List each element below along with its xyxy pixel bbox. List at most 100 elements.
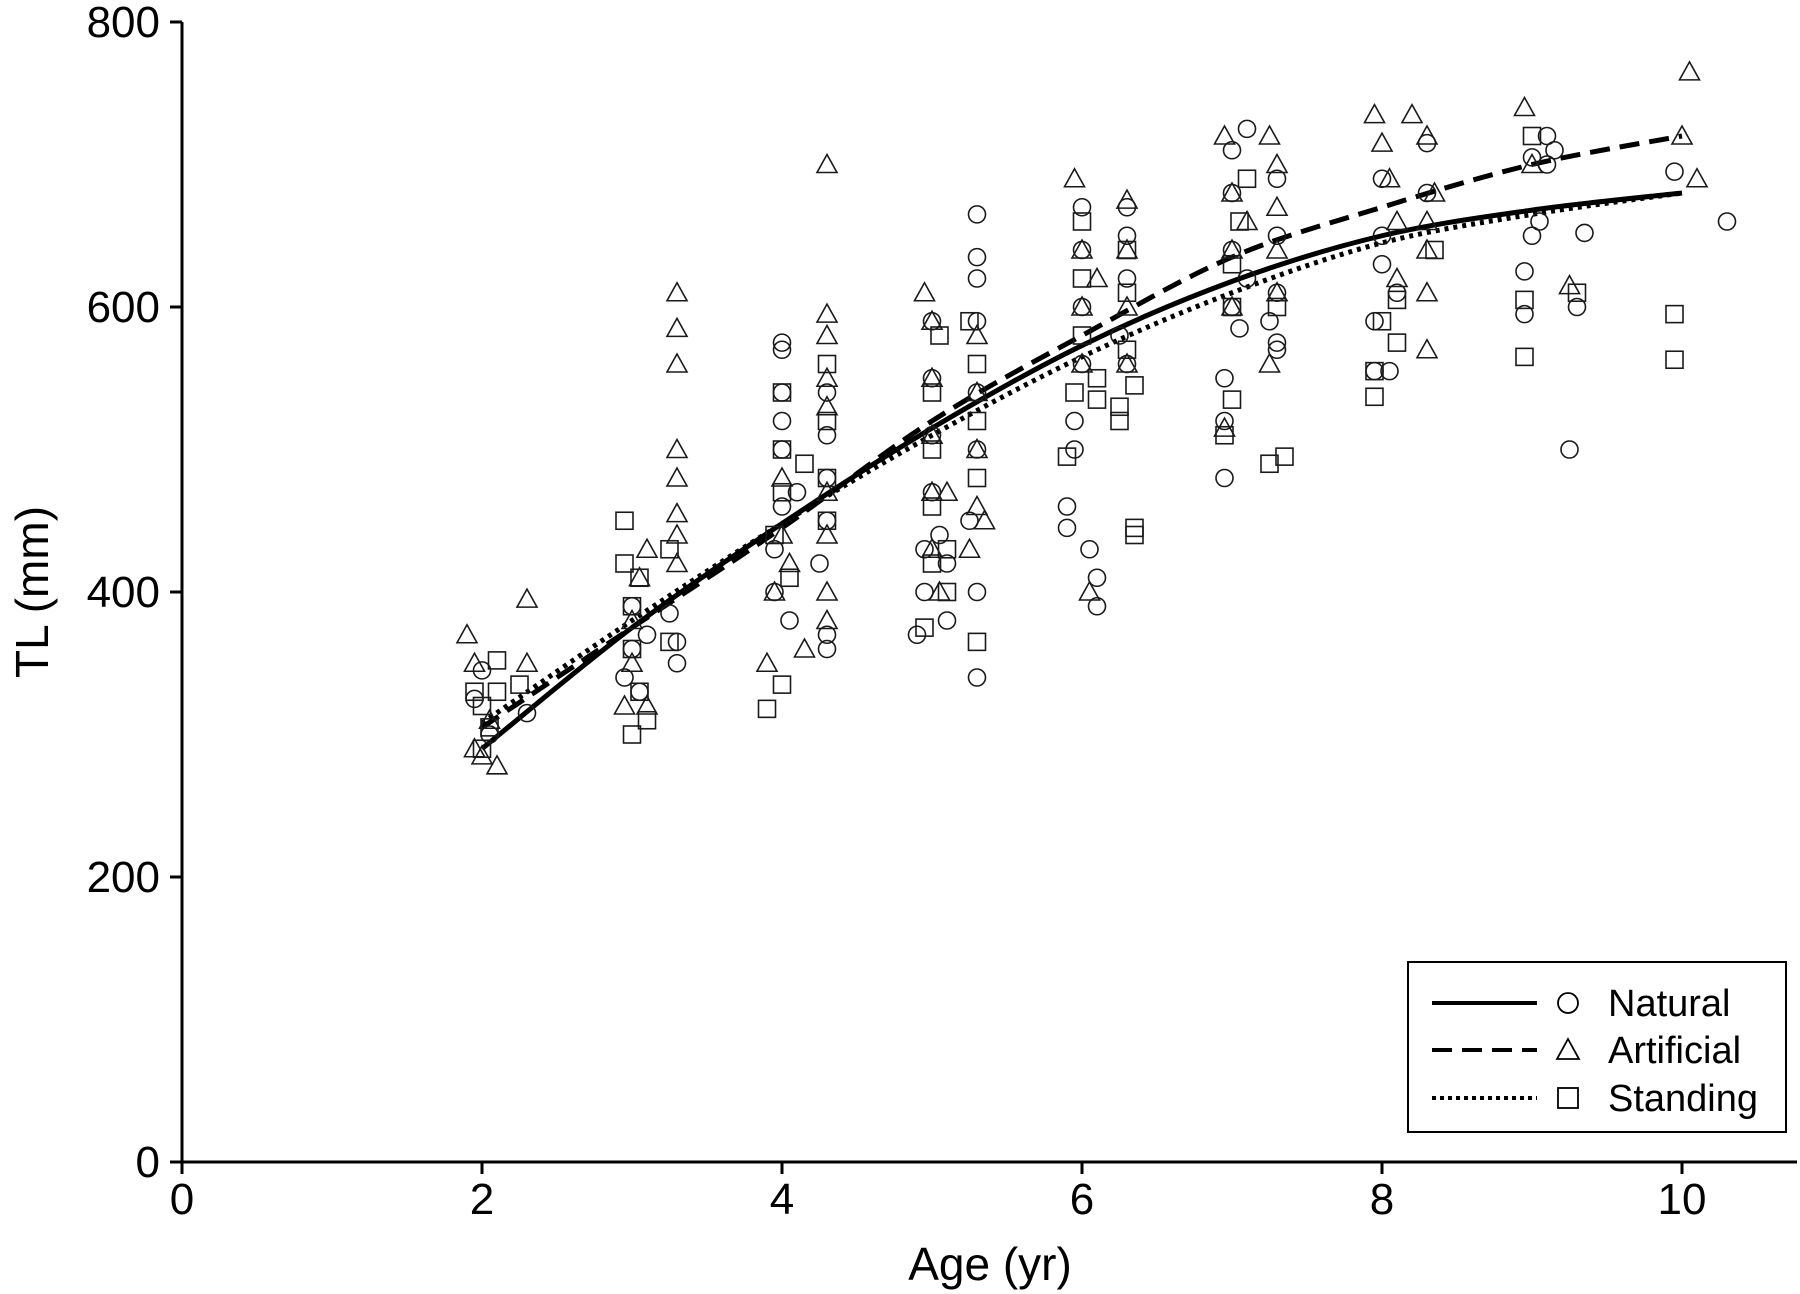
point-natural [660, 604, 679, 623]
point-artificial [665, 281, 689, 302]
point-natural [1560, 440, 1579, 459]
point-standing [967, 354, 987, 374]
point-artificial [1070, 352, 1094, 373]
point-artificial [1235, 209, 1259, 231]
point-natural [967, 205, 987, 224]
point-standing [615, 554, 634, 573]
point-artificial [763, 580, 786, 601]
point-artificial [1085, 266, 1109, 288]
point-natural [1267, 169, 1287, 189]
point-standing [487, 651, 507, 670]
point-artificial [965, 380, 989, 402]
point-standing [922, 554, 942, 573]
point-artificial [1363, 102, 1386, 124]
point-standing [1125, 518, 1144, 538]
point-standing [1365, 387, 1384, 407]
point-standing [1057, 447, 1077, 466]
point-artificial [1423, 181, 1446, 202]
y-tick-label: 800 [87, 0, 160, 47]
point-natural [780, 611, 799, 630]
point-artificial [1685, 167, 1709, 188]
point-standing [930, 326, 949, 345]
point-standing [795, 454, 814, 474]
point-natural [772, 440, 792, 459]
point-artificial [815, 580, 839, 601]
point-standing [1275, 447, 1294, 466]
point-standing [1117, 240, 1137, 260]
point-natural [472, 661, 492, 680]
point-natural [817, 625, 837, 645]
point-artificial [1265, 195, 1289, 217]
point-natural [907, 625, 927, 645]
point-standing [615, 511, 634, 531]
point-artificial [965, 323, 989, 345]
point-standing [1567, 283, 1587, 303]
point-artificial [793, 637, 816, 658]
point-natural [915, 582, 934, 602]
point-artificial [815, 323, 839, 345]
point-artificial [1115, 188, 1139, 209]
point-natural [1215, 368, 1234, 388]
point-artificial [815, 523, 839, 544]
point-standing [772, 482, 792, 502]
point-natural [622, 596, 642, 616]
point-standing [967, 632, 987, 652]
point-natural [1267, 333, 1287, 352]
point-natural [960, 511, 979, 531]
point-standing [1125, 376, 1144, 395]
curve-standing [480, 190, 1683, 726]
point-artificial [1513, 95, 1536, 117]
point-standing [817, 468, 837, 488]
point-standing [817, 411, 837, 431]
legend-label-natural: Natural [1608, 983, 1731, 1025]
point-natural [1065, 440, 1084, 459]
point-standing [622, 639, 642, 659]
point-artificial [1670, 124, 1694, 145]
point-standing [1387, 333, 1407, 352]
point-standing [480, 718, 499, 737]
point-artificial [1678, 60, 1701, 81]
point-standing [772, 675, 792, 694]
point-standing [922, 440, 942, 459]
legend: Natural Artificial Standing [1407, 961, 1787, 1133]
point-natural [1522, 226, 1542, 246]
point-standing [660, 539, 679, 559]
point-artificial [913, 281, 936, 302]
point-natural [967, 269, 987, 288]
point-natural [1117, 226, 1137, 246]
point-natural [967, 311, 987, 331]
point-artificial [620, 608, 644, 630]
point-natural [1417, 133, 1437, 153]
point-standing [630, 568, 649, 588]
point-natural [615, 668, 634, 687]
point-artificial [1415, 338, 1439, 359]
point-standing [465, 682, 484, 702]
x-axis-title: Age (yr) [908, 1238, 1072, 1290]
point-artificial [1115, 352, 1139, 373]
point-artificial [1415, 238, 1439, 259]
point-natural [817, 383, 837, 402]
point-natural [772, 497, 792, 516]
point-natural [772, 340, 792, 360]
point-standing [1515, 347, 1534, 367]
point-standing [1222, 390, 1242, 409]
y-tick-label: 400 [87, 568, 160, 617]
point-natural [1267, 340, 1287, 360]
point-natural [1080, 539, 1099, 559]
point-artificial [1078, 580, 1101, 601]
y-tick-label: 0 [136, 1138, 160, 1187]
point-standing [1117, 340, 1137, 360]
point-standing [472, 696, 492, 716]
point-standing [1072, 212, 1092, 231]
point-standing [1230, 212, 1249, 231]
point-natural [1072, 197, 1092, 217]
point-artificial [1115, 238, 1139, 259]
point-natural [1117, 197, 1137, 217]
point-standing [1110, 397, 1129, 417]
point-natural [1537, 126, 1557, 146]
point-standing [1665, 350, 1684, 370]
point-natural [817, 468, 837, 488]
point-natural [1117, 269, 1137, 288]
point-artificial [815, 395, 839, 416]
point-standing [757, 699, 777, 719]
